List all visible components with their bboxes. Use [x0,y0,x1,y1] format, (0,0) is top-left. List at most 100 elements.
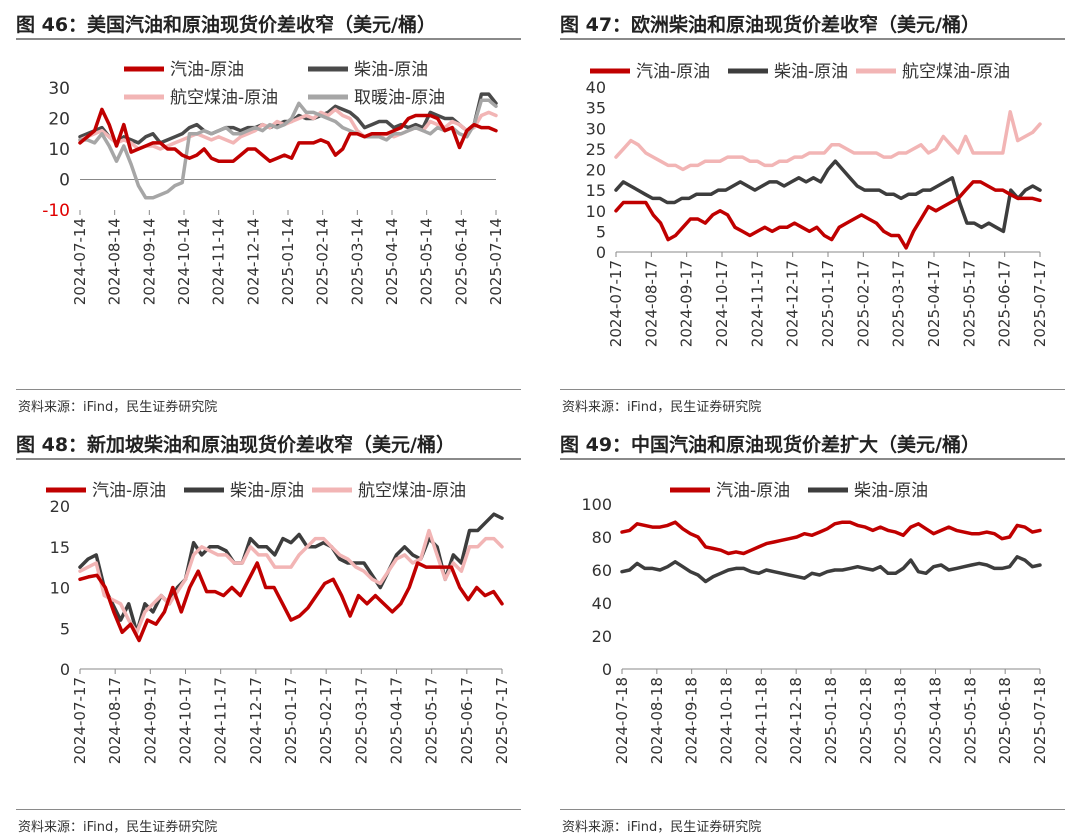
chart-area: 0 5 10 15 20 2024-07-17 2024-08-17 2024-09-17 20… [16,468,528,806]
x-tick-label: 2024-10-18 [718,677,736,764]
x-tick-label: 2025-03-17 [352,677,370,764]
legend-label: 汽油-原油 [92,481,166,501]
chart-panel-49: 图 49：中国汽油和原油现货价差扩大（美元/桶） 0 20 40 60 80 100 202… [560,420,1080,840]
y-tick-label: 60 [592,561,612,580]
x-tick-label: 2024-11-18 [752,677,770,764]
chart-svg: -10 0 10 20 30 2024-07-14 2024-08-14 2024-09-14… [42,60,505,305]
x-tick-label: 2025-07-17 [493,677,511,764]
x-tick-label: 2024-08-14 [106,218,124,305]
chart-panel-46: 图 46：美国汽油和原油现货价差收窄（美元/桶） -10 0 10 20 30 2024-… [16,0,536,420]
source-note: 资料来源：iFind，民生证券研究院 [18,820,218,835]
source-rule [16,389,521,390]
y-tick-label: 40 [586,78,606,97]
x-tick-label: 2025-07-18 [1031,677,1049,764]
x-tick-label: 2024-07-17 [71,677,89,764]
legend-label: 汽油-原油 [170,60,244,80]
x-tick-label: 2025-06-17 [996,260,1014,347]
x-tick-label: 2025-06-17 [458,677,476,764]
series-line [620,555,1042,584]
x-tick-label: 2024-11-17 [212,677,230,764]
x-tick-label: 2024-08-18 [648,677,666,764]
y-tick-label: 10 [586,202,606,221]
x-tick-label: 2025-05-18 [961,677,979,764]
x-tick-label: 2025-02-17 [854,260,872,347]
series-line [614,159,1042,234]
chart-svg: 0 20 40 60 80 100 2024-07-18 2024-08-18 2024-09-… [581,481,1049,764]
source-rule [560,809,1065,810]
y-tick-label: 20 [50,497,70,516]
x-tick-label: 2025-07-14 [487,218,505,305]
y-tick-label: 15 [586,181,606,200]
y-tick-label: 20 [586,161,606,180]
x-tick-label: 2024-09-17 [141,677,159,764]
y-tick-label: 30 [586,119,606,138]
chart-area: -10 0 10 20 30 2024-07-14 2024-08-14 2024-09-14… [16,48,528,386]
y-tick-label: 0 [59,171,70,191]
chart-svg: 0 5 10 15 20 2024-07-17 2024-08-17 2024-09-17 20… [46,481,511,764]
x-tick-label: 2024-10-17 [713,260,731,347]
x-tick-label: 2025-02-14 [314,218,332,305]
chart-title: 图 48：新加坡柴油和原油现货价差收窄（美元/桶） [16,434,455,456]
title-rule [16,458,521,460]
source-rule [560,389,1065,390]
x-tick-label: 2025-06-14 [452,218,470,305]
x-tick-label: 2025-03-17 [890,260,908,347]
chart-title: 图 47：欧洲柴油和原油现货价差收窄（美元/桶） [560,14,980,36]
y-tick-label: 5 [596,222,606,241]
legend-label: 航空煤油-原油 [358,481,466,501]
legend-label: 柴油-原油 [230,481,304,501]
y-tick-label: 0 [602,660,612,679]
y-tick-label: 0 [60,660,70,679]
legend-label: 汽油-原油 [636,62,710,82]
legend-label: 取暖油-原油 [354,88,445,108]
chart-panel-47: 图 47：欧洲柴油和原油现货价差收窄（美元/桶） 0 5 10 15 20 25 30 35 4… [560,0,1080,420]
y-tick-label: 10 [50,579,70,598]
source-note: 资料来源：iFind，民生证券研究院 [562,820,762,835]
y-tick-label: 20 [48,110,70,130]
title-rule [560,458,1065,460]
x-tick-label: 2025-07-17 [1031,260,1049,347]
title-rule [16,38,521,40]
series-line [614,180,1042,250]
x-tick-label: 2024-11-17 [748,260,766,347]
y-tick-label: 20 [592,627,612,646]
y-tick-label: 5 [60,619,70,638]
y-tick-label: 80 [592,528,612,547]
source-rule [16,809,521,810]
x-tick-label: 2025-04-17 [388,677,406,764]
x-tick-label: 2025-03-18 [892,677,910,764]
series-line [78,98,498,200]
x-tick-label: 2025-05-17 [960,260,978,347]
chart-area: 0 5 10 15 20 25 30 35 40 2024-07-17 2024-08-17 2024… [560,48,1072,386]
x-tick-label: 2024-12-14 [244,218,262,305]
x-tick-label: 2024-12-18 [787,677,805,764]
y-tick-label: 30 [48,79,70,99]
x-tick-label: 2025-05-14 [418,218,436,305]
y-tick-label: 10 [48,140,70,160]
series-line [78,561,504,643]
y-tick-label: 25 [586,140,606,159]
x-tick-label: 2025-06-18 [996,677,1014,764]
y-tick-label: 15 [50,538,70,557]
legend-label: 柴油-原油 [854,481,928,501]
source-note: 资料来源：iFind，民生证券研究院 [18,400,218,415]
y-tick-label: 40 [592,594,612,613]
source-note: 资料来源：iFind，民生证券研究院 [562,400,762,415]
x-tick-label: 2024-09-18 [683,677,701,764]
x-tick-label: 2024-08-17 [106,677,124,764]
chart-title: 图 46：美国汽油和原油现货价差收窄（美元/桶） [16,14,436,36]
x-tick-label: 2024-10-17 [177,677,195,764]
legend-label: 航空煤油-原油 [902,62,1010,82]
y-tick-label: 100 [581,495,612,514]
x-tick-label: 2024-12-17 [784,260,802,347]
chart-area: 0 20 40 60 80 100 2024-07-18 2024-08-18 2024-09-… [560,468,1072,806]
x-tick-label: 2024-07-18 [613,677,631,764]
x-tick-label: 2025-01-17 [819,260,837,347]
x-tick-label: 2025-01-18 [822,677,840,764]
chart-panel-48: 图 48：新加坡柴油和原油现货价差收窄（美元/桶） 0 5 10 15 20 2024-0… [16,420,536,840]
x-tick-label: 2025-02-17 [317,677,335,764]
y-tick-label: 35 [586,99,606,118]
x-tick-label: 2024-07-17 [607,260,625,347]
x-tick-label: 2025-04-18 [927,677,945,764]
legend-label: 航空煤油-原油 [170,88,278,108]
